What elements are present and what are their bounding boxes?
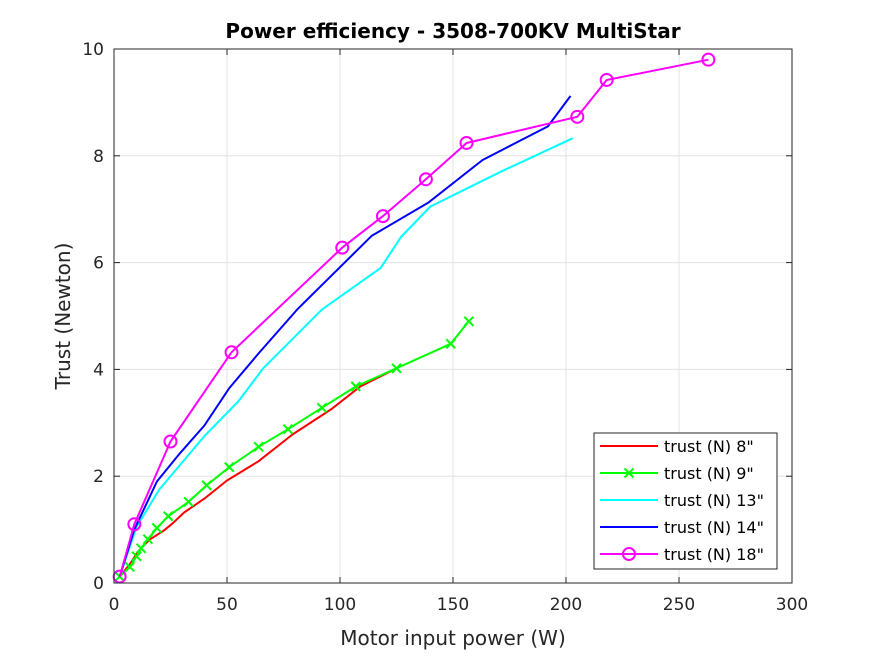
legend-marker (622, 547, 636, 561)
data-point (131, 551, 142, 562)
data-point (570, 109, 585, 124)
x-tick-label: 250 (663, 595, 695, 615)
series-3 (118, 137, 574, 577)
y-tick-label: 10 (82, 40, 104, 60)
data-point (163, 511, 174, 522)
legend-item: trust (N) 9" (600, 464, 754, 483)
legend-marker (623, 467, 635, 479)
data-point (391, 363, 402, 374)
data-point (701, 52, 716, 67)
y-tick-label: 4 (93, 360, 104, 380)
legend-item: trust (N) 13" (600, 491, 764, 510)
data-point (445, 338, 456, 349)
legend-label: trust (N) 8" (664, 437, 754, 456)
legend-label: trust (N) 13" (664, 491, 764, 510)
series-5 (112, 52, 716, 584)
data-point (224, 461, 235, 473)
data-point (375, 209, 390, 224)
series-line (118, 137, 574, 577)
x-tick-label: 200 (550, 595, 582, 615)
series-group (112, 52, 716, 584)
series-4 (118, 95, 572, 577)
y-tick-label: 2 (93, 467, 104, 487)
data-point (350, 381, 362, 392)
series-line (118, 58, 709, 577)
x-tick-label: 0 (109, 595, 120, 615)
series-2 (114, 316, 475, 582)
legend-item: trust (N) 14" (600, 518, 764, 537)
data-point (163, 434, 178, 449)
data-point (253, 441, 264, 453)
data-point (463, 316, 475, 327)
x-tick-label: 100 (324, 595, 356, 615)
x-tick-label: 150 (437, 595, 469, 615)
data-point (135, 543, 147, 554)
y-axis-label: Trust (Newton) (51, 243, 75, 391)
x-tick-label: 50 (216, 595, 238, 615)
legend-item: trust (N) 18" (600, 545, 764, 564)
x-axis-label: Motor input power (W) (340, 626, 566, 650)
legend-label: trust (N) 14" (664, 518, 764, 537)
data-point (124, 561, 136, 573)
data-point (282, 424, 294, 435)
data-point (316, 402, 328, 414)
data-point (335, 240, 350, 255)
y-tick-label: 0 (93, 574, 104, 594)
data-point (201, 480, 212, 491)
data-point (127, 517, 142, 532)
y-tick-label: 6 (93, 254, 104, 274)
data-point (459, 135, 474, 150)
data-point (151, 522, 163, 534)
chart-title: Power efficiency - 3508-700KV MultiStar (225, 19, 680, 43)
x-tick-label: 300 (776, 595, 808, 615)
legend: trust (N) 8" trust (N) 9" trust (N) 13" tru… (593, 432, 778, 570)
legend-label: trust (N) 9" (664, 464, 754, 483)
data-point (114, 571, 125, 582)
axis-ticks: 0 50 100 150 200 250 300 0 2 4 6 8 10 (82, 40, 808, 615)
series-line (118, 95, 572, 577)
legend-item: trust (N) 8" (600, 437, 754, 456)
y-tick-label: 8 (93, 147, 104, 167)
data-point (599, 72, 614, 87)
data-point (418, 172, 433, 187)
legend-label: trust (N) 18" (664, 545, 764, 564)
data-point (142, 534, 154, 545)
data-point (183, 496, 194, 508)
data-point (224, 345, 239, 360)
